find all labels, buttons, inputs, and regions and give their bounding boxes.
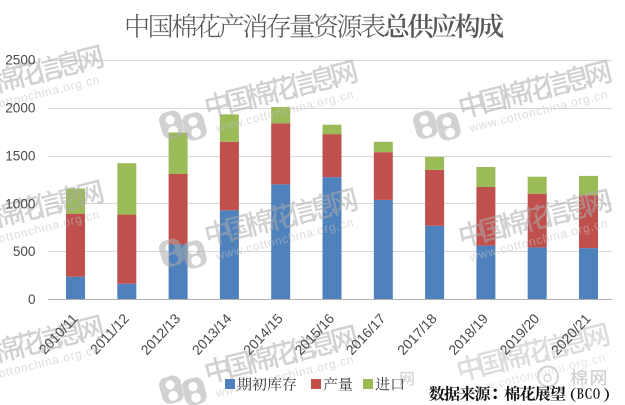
svg-text:0: 0 xyxy=(28,292,36,307)
svg-text:500: 500 xyxy=(13,244,36,259)
svg-text:2500: 2500 xyxy=(5,53,36,68)
svg-text:2000: 2000 xyxy=(5,101,36,116)
svg-text:1500: 1500 xyxy=(5,148,36,163)
svg-text:1000: 1000 xyxy=(5,196,36,211)
